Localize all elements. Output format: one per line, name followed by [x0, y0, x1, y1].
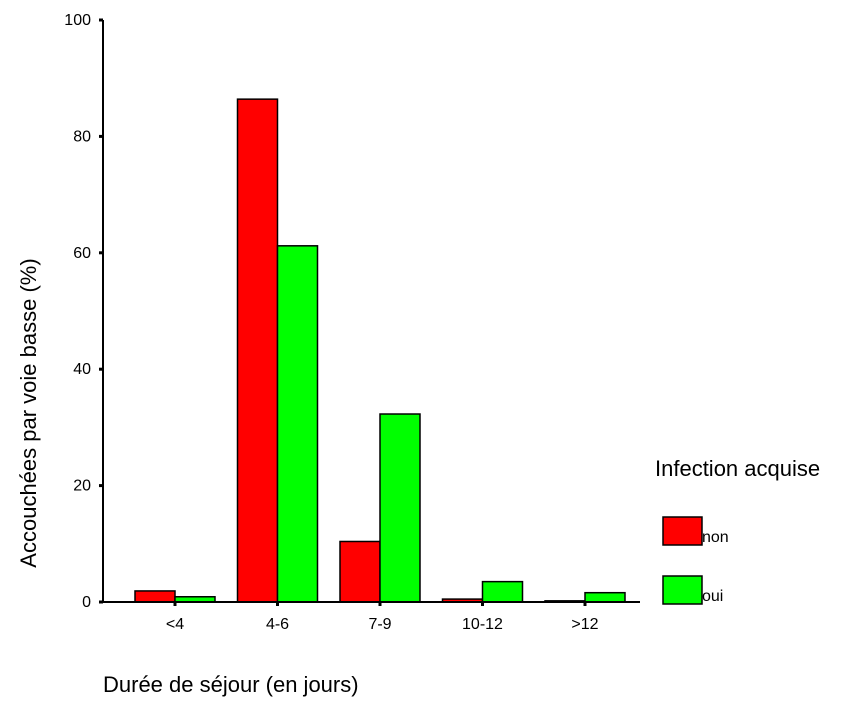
legend-items: non oui [662, 516, 729, 605]
legend-label-non: non [702, 529, 729, 546]
y-axis-title: Accouchées par voie basse (%) [16, 258, 41, 567]
legend-title: Infection acquise [655, 456, 820, 481]
bar-oui-4 [584, 591, 626, 603]
legend: Infection acquise non oui [655, 456, 820, 605]
x-tick-label: 10-12 [462, 616, 503, 633]
y-ticks-group: 0 20 40 60 80 100 [64, 12, 103, 611]
y-tick-label: 40 [73, 361, 91, 378]
bar-non-2 [339, 540, 381, 603]
legend-swatch-oui [662, 575, 703, 605]
x-tick-label: <4 [166, 616, 184, 633]
x-axis-title: Durée de séjour (en jours) [103, 672, 359, 697]
bar-non-0 [134, 590, 176, 603]
bar-oui-2 [379, 413, 421, 603]
y-tick-label: 100 [64, 12, 91, 29]
y-tick-label: 60 [73, 245, 91, 262]
legend-label-oui: oui [702, 588, 723, 605]
axes-group [102, 20, 640, 603]
legend-swatch-non [662, 516, 703, 546]
x-tick-label: >12 [571, 616, 598, 633]
bar-non-1 [236, 98, 279, 603]
x-tick-label: 7-9 [368, 616, 391, 633]
bar-oui-3 [481, 580, 524, 603]
y-tick-label: 80 [73, 128, 91, 145]
bar-oui-1 [276, 245, 319, 603]
y-tick-label: 20 [73, 478, 91, 495]
bars-group [134, 98, 626, 603]
x-ticks-group: <4 4-6 7-9 10-12 >12 [166, 602, 599, 633]
x-tick-label: 4-6 [266, 616, 289, 633]
y-tick-label: 0 [82, 594, 91, 611]
